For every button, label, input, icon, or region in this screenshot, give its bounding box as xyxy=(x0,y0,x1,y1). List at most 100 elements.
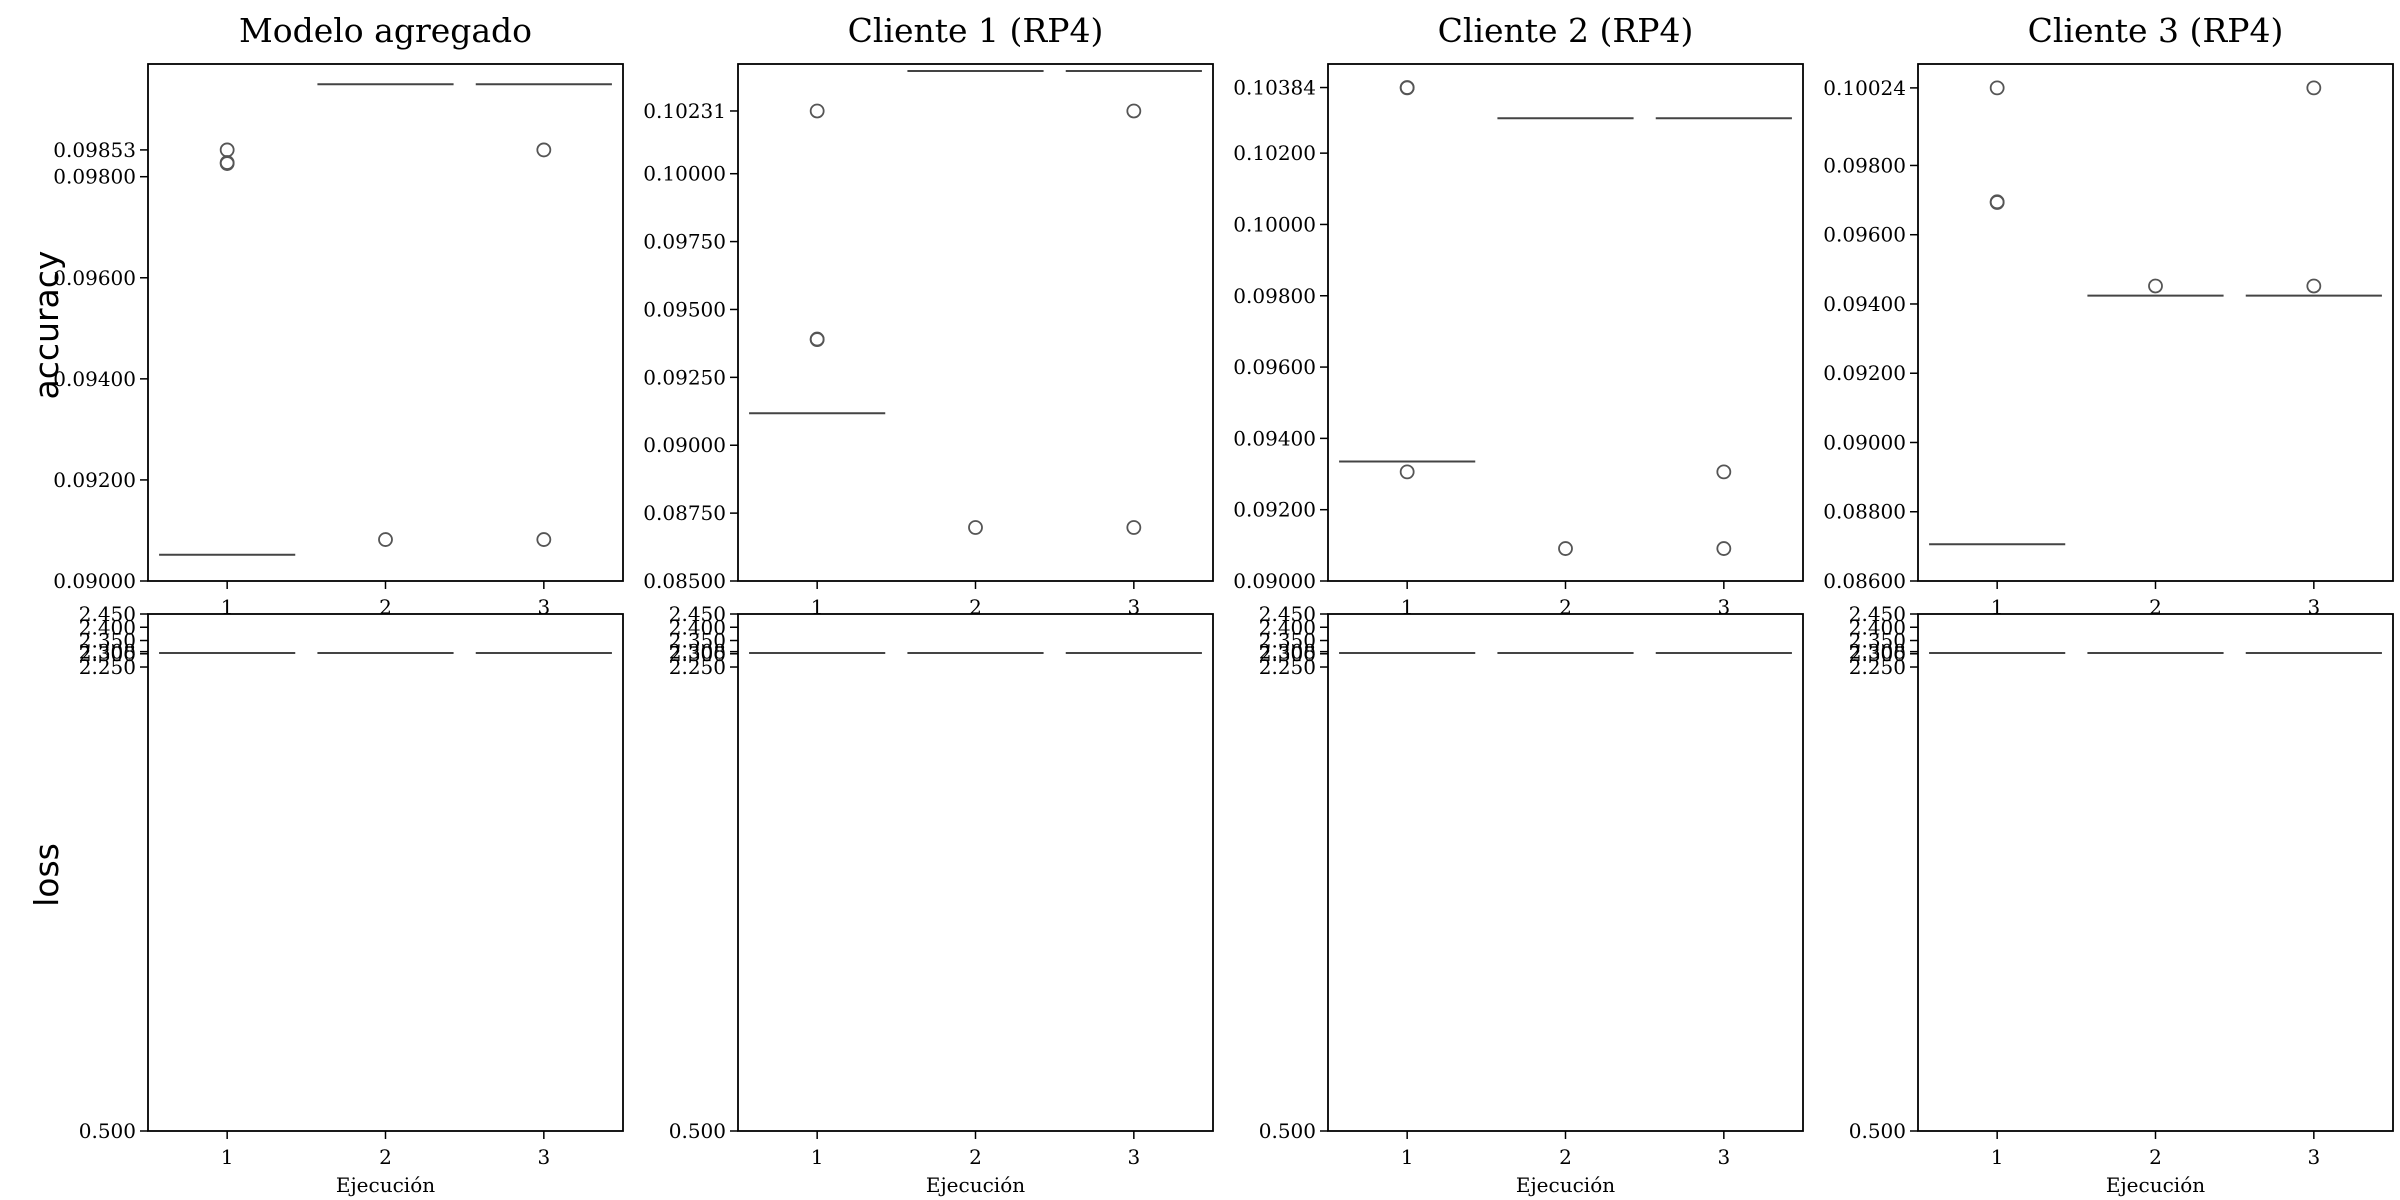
y-tick-label: 0.09000 xyxy=(1233,569,1316,593)
y-tick-label: 0.09000 xyxy=(1823,430,1906,454)
panel-1: Modelo agregado 0.09000 0.09200 0.09400 0.09… xyxy=(53,11,624,619)
outlier-point xyxy=(1716,464,1732,480)
panel-2: Cliente 1 (RP4) 0.08500 0.08750 0.09000 0.09… xyxy=(643,11,1214,619)
axes-frame xyxy=(147,613,624,1132)
y-tick-label: 0.09200 xyxy=(1233,498,1316,522)
outlier-point xyxy=(2306,80,2322,96)
y-tick-label: 2.400 xyxy=(669,615,726,639)
x-tick-label: 2 xyxy=(2149,1145,2162,1169)
outlier-point xyxy=(1989,80,2005,96)
y-tick-label: 0.09200 xyxy=(53,468,136,492)
outlier-point xyxy=(809,103,825,119)
outlier-point xyxy=(2306,278,2322,294)
x-tick-label: 1 xyxy=(221,1145,234,1169)
y-tick-label: 2.450 xyxy=(1849,602,1906,626)
axes-frame xyxy=(1917,63,2394,582)
x-tick-label: 3 xyxy=(1717,1145,1730,1169)
x-axis-label: Ejecución xyxy=(1516,1173,1615,1197)
outlier-point xyxy=(536,142,552,158)
axes-frame xyxy=(1917,613,2394,1132)
y-tick-label: 2.250 xyxy=(1849,655,1906,679)
y-tick-label: 0.10200 xyxy=(1233,141,1316,165)
outlier-point xyxy=(219,142,235,158)
x-tick-label: 2 xyxy=(1559,1145,1572,1169)
y-tick-label: 2.450 xyxy=(1259,602,1316,626)
y-tick-label: 2.450 xyxy=(79,602,136,626)
x-tick-label: 2 xyxy=(969,1145,982,1169)
y-tick-label: 0.500 xyxy=(1849,1119,1906,1143)
x-tick-label: 3 xyxy=(2307,1145,2320,1169)
y-tick-label: 2.350 xyxy=(1849,629,1906,653)
outlier-point xyxy=(809,332,825,348)
y-tick-label: 0.09750 xyxy=(643,230,726,254)
y-tick-label: 2.300 xyxy=(1259,642,1316,666)
panel-title: Cliente 3 (RP4) xyxy=(2028,11,2284,50)
y-tick-label: 0.09600 xyxy=(53,266,136,290)
outlier-point xyxy=(1716,541,1732,556)
y-tick-label: 2.450 xyxy=(669,602,726,626)
panel-3: Cliente 2 (RP4) 0.09000 0.09200 0.09400 0.09… xyxy=(1233,11,1804,619)
axes-frame xyxy=(737,63,1214,582)
y-tick-label: 0.500 xyxy=(79,1119,136,1143)
x-tick-label: 1 xyxy=(1401,1145,1414,1169)
y-tick-label: 0.08500 xyxy=(643,569,726,593)
x-axis-label: Ejecución xyxy=(2106,1173,2205,1197)
x-tick-label: 2 xyxy=(379,595,392,619)
y-tick-label: 2.400 xyxy=(79,615,136,639)
y-tick-label: 0.10024 xyxy=(1823,76,1906,100)
y-tick-label: 0.09400 xyxy=(1233,426,1316,450)
y-tick-label: 2.400 xyxy=(1259,615,1316,639)
y-tick-label: 0.10231 xyxy=(643,99,726,123)
x-tick-label: 1 xyxy=(1991,1145,2004,1169)
y-tick-label: 0.10000 xyxy=(643,162,726,186)
y-tick-label: 0.09400 xyxy=(1823,292,1906,316)
y-tick-label: 2.308 xyxy=(1259,640,1316,664)
x-tick-label: 3 xyxy=(537,595,550,619)
y-tick-label: 0.10000 xyxy=(1233,212,1316,236)
y-tick-label: 2.250 xyxy=(79,655,136,679)
panel-title: Cliente 1 (RP4) xyxy=(848,11,1104,50)
x-tick-label: 3 xyxy=(1127,1145,1140,1169)
x-tick-label: 2 xyxy=(2149,595,2162,619)
outlier-point xyxy=(968,520,983,535)
axes-frame xyxy=(1327,613,1804,1132)
y-tick-label: 0.09800 xyxy=(1233,284,1316,308)
outlier-point xyxy=(536,532,552,547)
y-tick-label: 0.09800 xyxy=(53,165,136,189)
outlier-point xyxy=(1558,541,1573,556)
x-axis-label: Ejecución xyxy=(926,1173,1025,1197)
y-tick-label: 2.350 xyxy=(669,629,726,653)
y-tick-label: 0.09853 xyxy=(53,138,136,162)
outlier-point xyxy=(1989,195,2005,210)
axes-frame xyxy=(147,63,624,582)
panel-title: Cliente 2 (RP4) xyxy=(1438,11,1694,50)
panels: Modelo agregado 0.09000 0.09200 0.09400 0.09… xyxy=(53,11,2394,1197)
outlier-point xyxy=(1399,80,1415,96)
y-tick-label: 0.09250 xyxy=(643,365,726,389)
outlier-point xyxy=(219,156,235,171)
outlier-point xyxy=(1126,520,1142,535)
y-tick-label: 0.08800 xyxy=(1823,500,1906,524)
y-tick-label: 0.09600 xyxy=(1823,223,1906,247)
y-tick-label: 2.250 xyxy=(1259,655,1316,679)
y-tick-label: 0.10384 xyxy=(1233,76,1316,100)
y-tick-label: 2.300 xyxy=(669,642,726,666)
y-tick-label: 0.09600 xyxy=(1233,355,1316,379)
y-tick-label: 2.250 xyxy=(669,655,726,679)
x-axis-label: Ejecución xyxy=(336,1173,435,1197)
y-tick-label: 2.350 xyxy=(79,629,136,653)
y-tick-label: 2.350 xyxy=(1259,629,1316,653)
outlier-point xyxy=(2148,278,2163,294)
x-tick-label: 3 xyxy=(1717,595,1730,619)
y-tick-label: 2.400 xyxy=(1849,615,1906,639)
row-label-loss: loss xyxy=(27,843,66,907)
axes-frame xyxy=(737,613,1214,1132)
outlier-point xyxy=(1126,103,1142,119)
x-tick-label: 2 xyxy=(379,1145,392,1169)
x-tick-label: 3 xyxy=(2307,595,2320,619)
y-tick-label: 0.08600 xyxy=(1823,569,1906,593)
